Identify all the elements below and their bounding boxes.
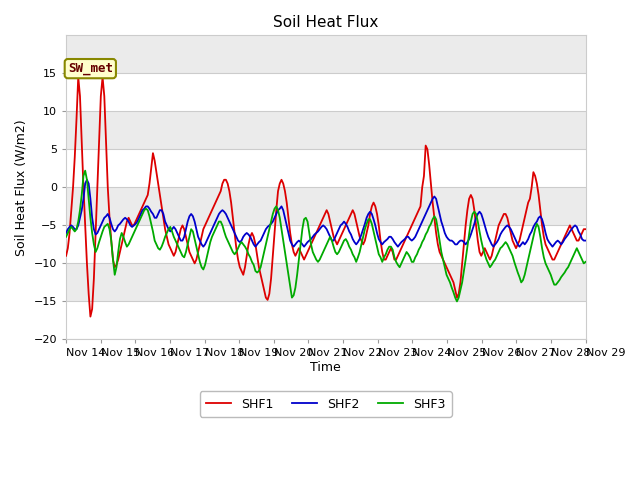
- SHF1: [383, 253, 391, 259]
- SHF1: [62, 253, 70, 259]
- SHF1: [536, 207, 544, 213]
- SHF1: [375, 223, 383, 228]
- SHF3: [81, 168, 89, 174]
- SHF3: [504, 241, 511, 247]
- Line: SHF1: SHF1: [66, 77, 586, 317]
- SHF2: [200, 244, 207, 250]
- SHF1: [582, 226, 589, 232]
- SHF2: [62, 230, 70, 236]
- Bar: [66, 73, 586, 111]
- SHF3: [453, 299, 461, 304]
- SHF3: [536, 234, 544, 240]
- Bar: [66, 226, 586, 264]
- SHF2: [536, 214, 544, 219]
- Text: SW_met: SW_met: [68, 62, 113, 75]
- Line: SHF3: SHF3: [66, 171, 586, 301]
- SHF1: [74, 74, 82, 80]
- SHF2: [504, 223, 511, 228]
- Legend: SHF1, SHF2, SHF3: SHF1, SHF2, SHF3: [200, 391, 452, 417]
- SHF2: [83, 177, 91, 183]
- SHF3: [64, 230, 72, 236]
- SHF1: [373, 211, 381, 217]
- SHF1: [504, 215, 511, 221]
- Bar: [66, 301, 586, 339]
- Line: SHF2: SHF2: [66, 180, 586, 247]
- SHF2: [383, 236, 391, 242]
- SHF2: [373, 230, 381, 236]
- SHF1: [64, 245, 72, 251]
- SHF3: [62, 234, 70, 240]
- SHF2: [64, 226, 72, 232]
- SHF2: [582, 238, 589, 243]
- Y-axis label: Soil Heat Flux (W/m2): Soil Heat Flux (W/m2): [15, 119, 28, 256]
- X-axis label: Time: Time: [310, 361, 341, 374]
- SHF2: [375, 236, 383, 242]
- SHF1: [86, 314, 94, 320]
- SHF3: [371, 236, 379, 242]
- SHF3: [582, 259, 589, 265]
- SHF3: [382, 252, 390, 257]
- Title: Soil Heat Flux: Soil Heat Flux: [273, 15, 378, 30]
- SHF3: [373, 244, 381, 250]
- Bar: [66, 149, 586, 187]
